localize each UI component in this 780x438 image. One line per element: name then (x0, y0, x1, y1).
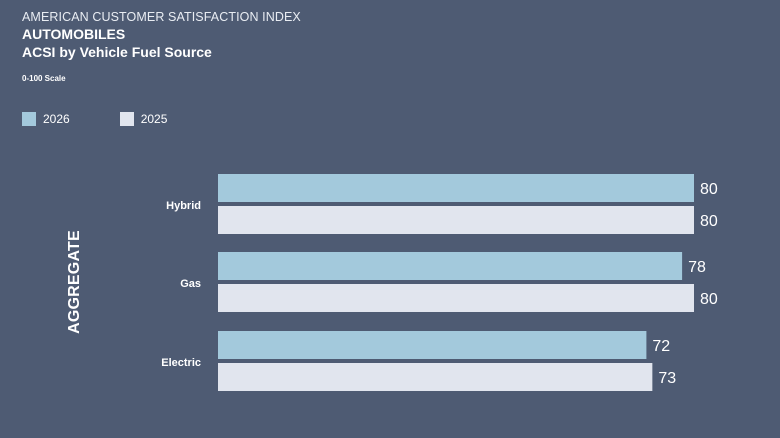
bar-gas-2025 (218, 284, 694, 312)
organization-name: AMERICAN CUSTOMER SATISFACTION INDEX (22, 10, 301, 24)
bar-electric-2025 (218, 363, 653, 391)
data-label-hybrid-2026: 80 (700, 181, 718, 198)
legend-label-2026: 2026 (43, 112, 70, 126)
category-label-electric: Electric (161, 357, 201, 369)
legend-label-2025: 2025 (140, 112, 168, 126)
legend-swatch-2026 (22, 112, 36, 126)
bar-hybrid-2026 (218, 174, 694, 202)
category-label-gas: Gas (180, 278, 201, 290)
data-label-hybrid-2025: 80 (700, 213, 718, 230)
legend-item-2026: 2026 (22, 112, 70, 126)
bar-electric-2026 (218, 331, 647, 359)
legend-swatch-2025 (119, 112, 134, 126)
legend: 2026 2025 (22, 112, 217, 126)
bar-hybrid-2025 (218, 206, 694, 234)
data-label-gas-2026: 78 (688, 259, 706, 276)
chart-subtitle: ACSI by Vehicle Fuel Source (22, 44, 212, 60)
category-label-hybrid: Hybrid (166, 200, 201, 212)
legend-item-2025: 2025 (119, 112, 168, 126)
chart-title: AUTOMOBILES (22, 26, 126, 42)
data-label-electric-2026: 72 (652, 338, 670, 355)
bar-gas-2026 (218, 252, 683, 280)
data-label-electric-2025: 73 (658, 370, 676, 387)
scale-note: 0-100 Scale (22, 74, 66, 83)
data-label-gas-2025: 80 (700, 291, 718, 308)
chart-header: AMERICAN CUSTOMER SATISFACTION INDEX AUT… (22, 9, 301, 61)
